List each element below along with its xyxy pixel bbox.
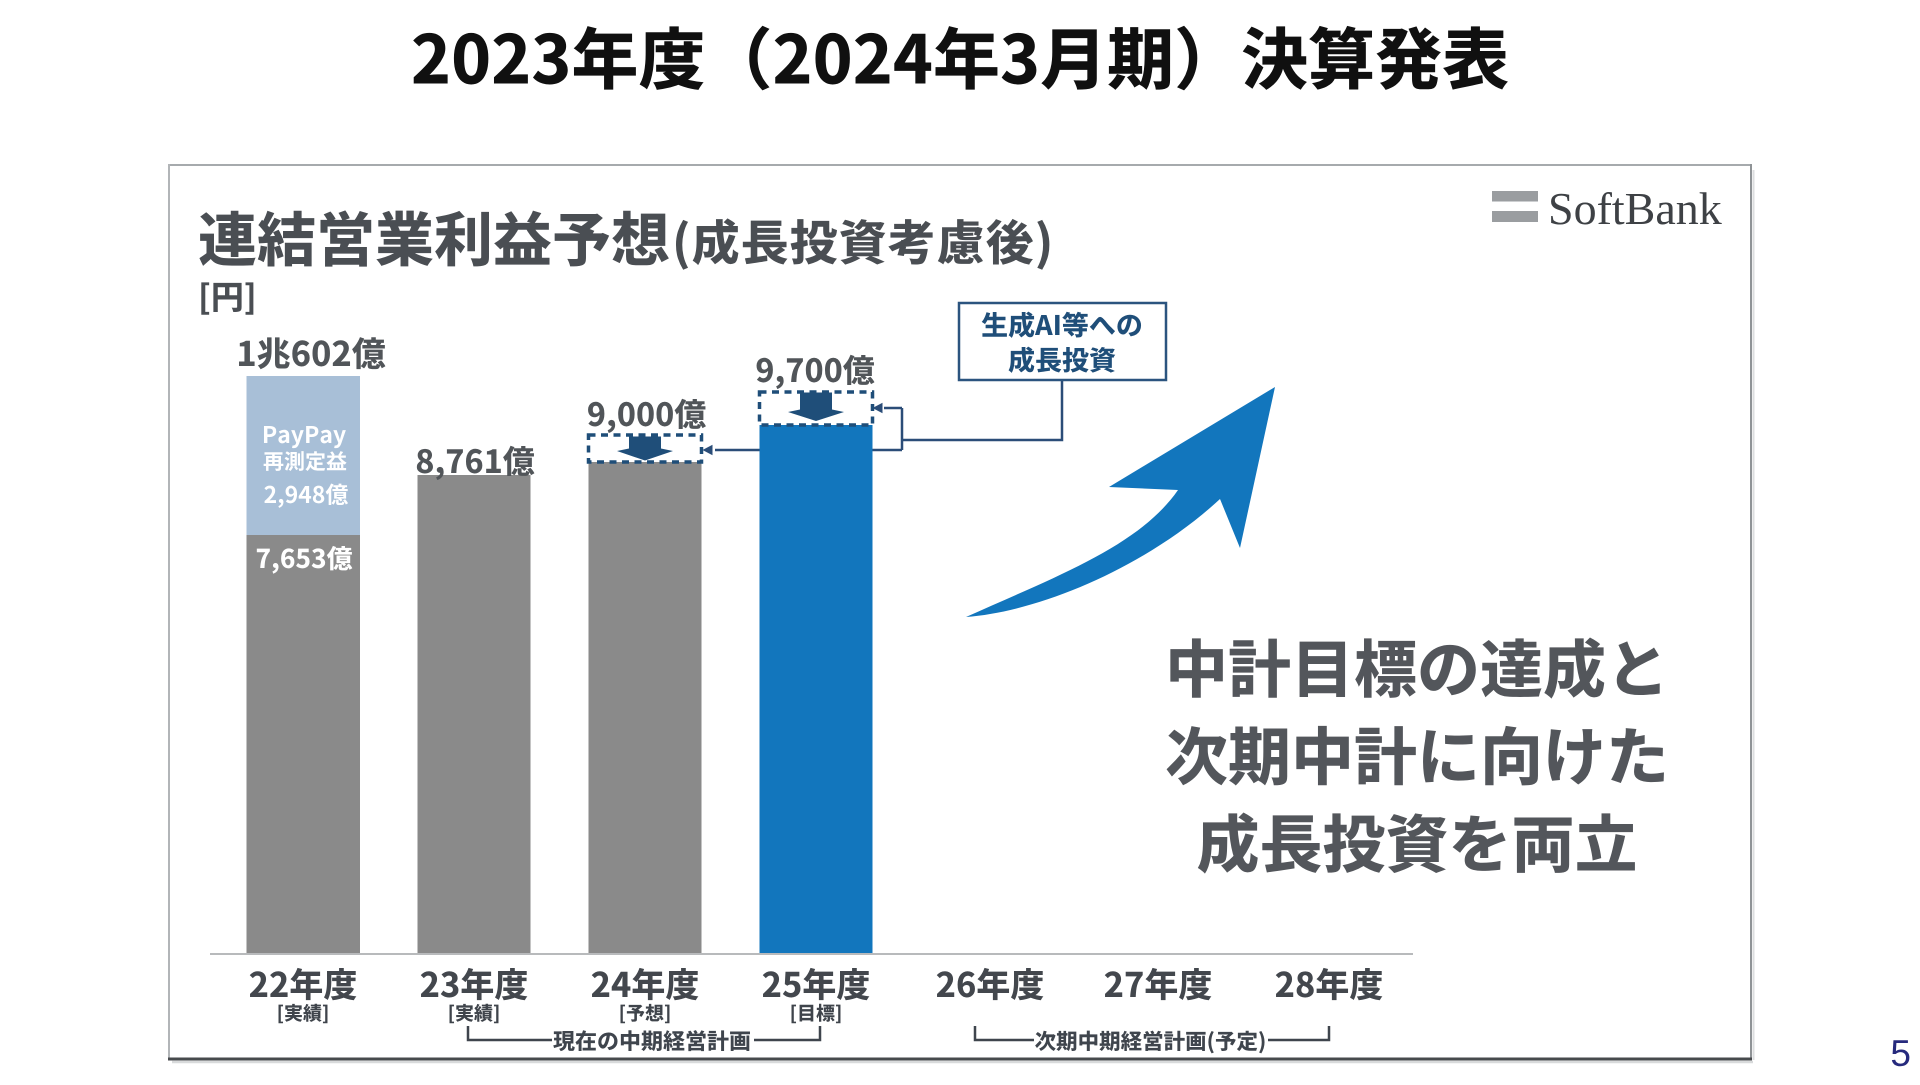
svg-text:5: 5 [1890, 1033, 1911, 1074]
svg-text:SoftBank: SoftBank [1548, 183, 1722, 234]
